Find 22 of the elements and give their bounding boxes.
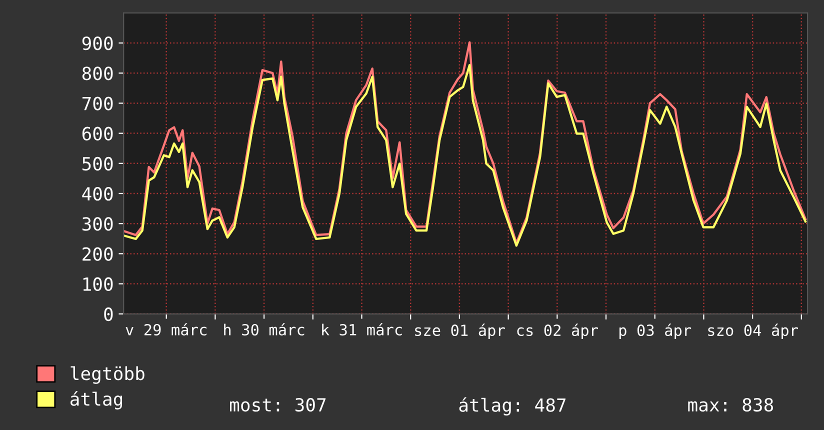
y-tick-label: 600 [82,126,113,140]
y-tick-label: 0 [104,307,113,322]
x-tick-label: szo 04 ápr [708,324,798,340]
x-tick-label: v 29 márc [126,323,206,336]
y-tick-label: 800 [82,66,113,80]
x-tick-label: h 30 márc [224,323,304,336]
y-tick-label: 200 [82,247,113,261]
text: max: 838 [688,398,774,412]
x-tick-label: p 03 ápr [619,324,692,340]
legend-label: átlag [70,391,122,410]
y-tick-label: 300 [82,217,113,231]
y-tick-label: 500 [82,156,113,171]
y-tick-label: 400 [82,187,113,201]
x-tick-label: sze 01 ápr [415,324,505,340]
y-tick-label: 100 [83,277,113,291]
x-tick-label: k 31 márc [322,323,402,336]
text: most: 307 [230,398,326,412]
y-tick-label: 900 [82,36,113,50]
y-tick-label: 700 [82,96,113,110]
x-tick-label: cs 02 ápr [517,324,598,340]
text: átlag: 487 [459,397,566,416]
legend-label: legtöbb [70,366,144,384]
